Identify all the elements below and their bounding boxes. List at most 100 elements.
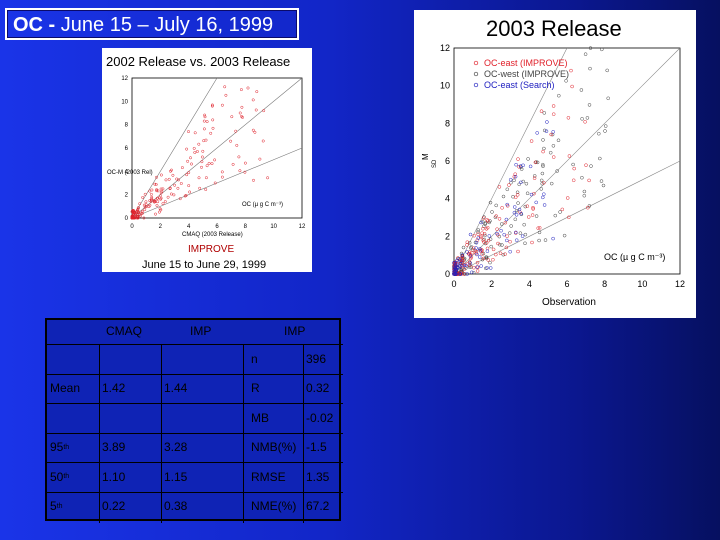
small-scatter-point [235,143,239,147]
table-cell-label [47,403,99,433]
small-scatter-point [201,149,205,153]
small-scatter-point [241,115,244,119]
small-scatter-point [251,98,255,102]
small-scatter-point [139,214,142,218]
large-scatter-point [586,205,590,210]
x-tick-label: 8 [602,279,607,289]
small-scatter-point [234,129,238,133]
table-cell-cmaq [99,344,161,374]
small-scatter-point [169,169,172,173]
large-scatter-point [534,200,538,205]
small-x-axis-label: CMAQ (2003 Release) [182,232,243,238]
large-scatter-point [468,254,473,258]
small-scatter-point [203,113,207,117]
legend-marker [473,71,479,77]
small-scatter-point [200,160,204,164]
small-scatter-point [135,209,139,213]
table-cell-cmaq: 0.22 [102,499,126,514]
small-scatter-point [148,199,152,203]
large-scatter-point [495,231,499,236]
table-column-rule [161,344,162,523]
legend-label: OC-west (IMPROVE) [484,69,569,79]
large-scatter-point [585,116,590,120]
small-scatter-point [168,186,172,190]
table-column-rule [243,344,244,523]
large-scatter-point [549,181,554,186]
small-scatter-point [262,109,266,113]
small-scatter-point [155,204,159,207]
large-scatter-point [534,214,539,218]
small-scatter-point [150,197,154,201]
large-scatter-point [551,112,556,116]
small-scatter-point [253,130,257,134]
y-tick-label: 0 [445,269,450,279]
large-scatter-point [572,166,576,171]
table-cell-stat: RMSE [251,469,286,484]
small-scatter-point [159,191,163,195]
x-tick-label: 0 [451,279,456,289]
small-scatter-point [161,187,165,191]
large-scatter-point [560,207,565,212]
table-cell-label: Mean [50,381,81,396]
large-scatter-point [454,268,458,272]
y-tick-label: 8 [445,118,450,128]
large-scatter-point [532,174,537,178]
table-row-rule [47,491,343,493]
small-scatter-point [238,111,242,115]
y-tick-label: 10 [440,81,450,91]
small-scatter-point [187,171,191,175]
large-scatter-point [457,259,461,264]
small-scatter-point [243,161,247,165]
table-cell-val: 1.35 [306,469,330,484]
large-scatter-point [564,79,568,83]
large-scatter-point [530,213,535,217]
large-scatter-point [551,236,555,241]
x-tick-label: 6 [215,224,219,230]
x-tick-label: 12 [299,224,306,230]
small-scatter-point [161,202,165,206]
large-scatter-point [542,192,546,196]
large-x-axis-label: Observation [542,297,596,308]
large-scatter-point [500,243,504,247]
large-scatter-point [476,232,480,236]
large-scatter-point [514,162,518,167]
small-scatter-point [177,178,181,182]
large-scatter-point [479,235,483,240]
large-oc-label: OC (µ g C m⁻³) [604,252,665,262]
small-scatter-point [213,181,217,185]
large-scatter-point [489,244,493,249]
large-scatter-point [537,226,542,230]
large-scatter-point [465,272,469,276]
small-scatter-point [204,138,208,142]
header-imp-2: IMP [284,324,306,338]
large-scatter-point [499,228,503,233]
large-scatter-point [455,258,459,263]
small-scatter-point [237,155,241,159]
large-scatter-point [485,225,490,230]
large-scatter-point [584,163,588,167]
large-scatter-point [521,163,525,168]
small-scatter-point [152,200,156,204]
large-scatter-point [479,220,483,225]
small-scatter-point [193,151,197,154]
table-cell-label [47,344,99,374]
small-scatter-point [202,119,206,123]
large-scatter-point [501,194,506,199]
large-scatter-point [519,180,523,185]
large-scatter-point [486,258,490,262]
table-cell-cmaq: 1.42 [102,381,126,396]
small-scatter-point [159,173,163,177]
large-scatter-point [517,182,521,187]
small-scatter-point [156,200,160,204]
large-scatter-point [475,265,479,269]
table-cell-stat: n [251,351,258,366]
large-scatter-point [513,217,518,222]
small-scatter-point [150,195,154,199]
large-scatter-point [524,181,529,186]
x-tick-label: 2 [489,279,494,289]
large-scatter-point [481,238,485,243]
small-scatter-svg: 0 2 4 6 8 10 12 0 2 4 6 8 10 12 OC-M (2003 Rel) OC (µ… [107,76,306,255]
small-scatter-point [144,200,148,204]
